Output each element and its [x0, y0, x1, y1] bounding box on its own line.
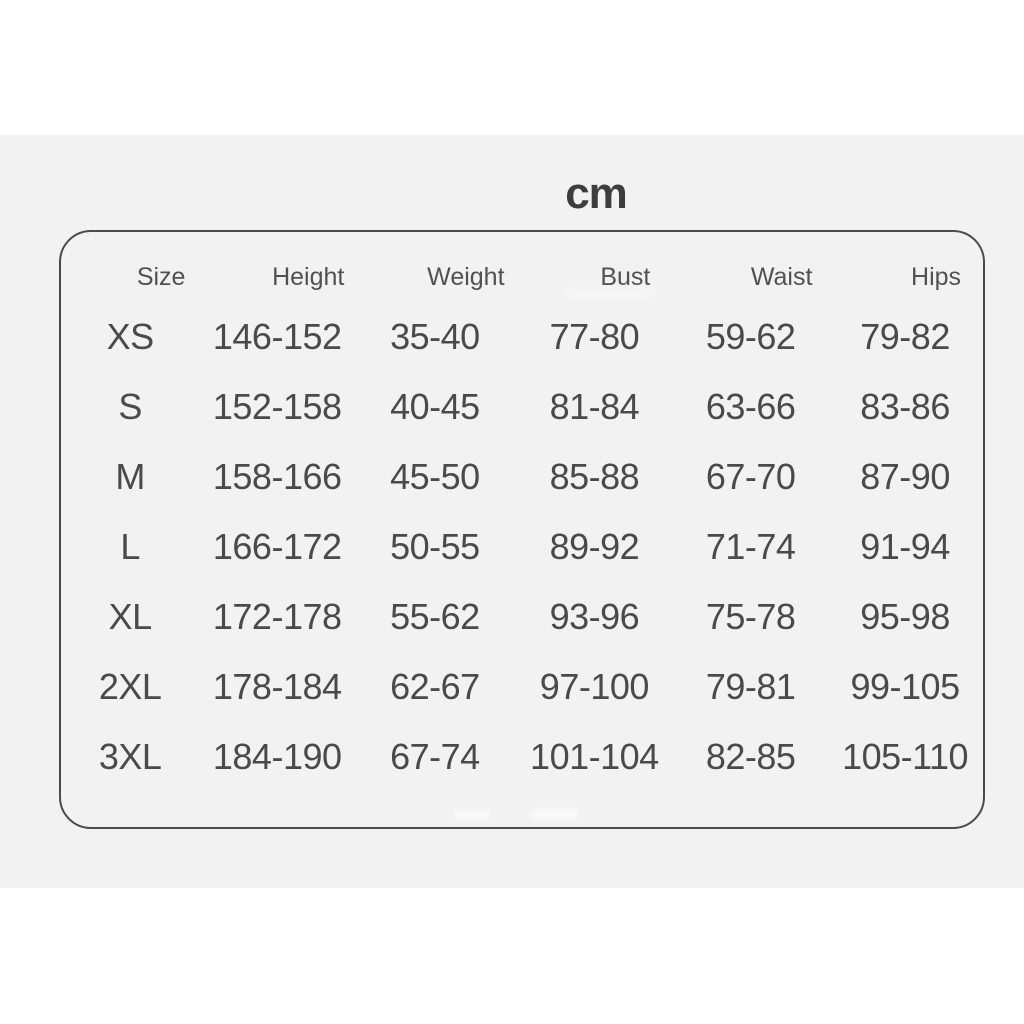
hips-value: 95-98	[860, 596, 950, 637]
table-row-3xl: 3XL 184-190 67-74 101-104 82-85 105-110	[61, 722, 983, 792]
bust-value: 93-96	[549, 596, 640, 637]
table-header-row: Size Height Weight Bust Waist Hips	[61, 252, 983, 302]
height-value: 184-190	[212, 736, 342, 777]
size-label: M	[115, 456, 145, 497]
weight-value: 40-45	[390, 386, 480, 427]
bust-value: 97-100	[539, 666, 650, 707]
height-value: 178-184	[212, 666, 342, 707]
waist-value: 59-62	[705, 316, 796, 357]
column-header-waist: Waist	[750, 262, 813, 291]
table-row-xl: XL 172-178 55-62 93-96 75-78 95-98	[61, 582, 983, 652]
height-value: 152-158	[212, 386, 342, 427]
size-chart-card: Size Height Weight Bust Waist Hips XS 14…	[59, 230, 985, 829]
column-header-size: Size	[136, 262, 186, 291]
waist-value: 67-70	[705, 456, 796, 497]
bust-value: 77-80	[549, 316, 640, 357]
column-header-weight: Weight	[427, 262, 505, 291]
bust-value: 85-88	[549, 456, 640, 497]
weight-value: 62-67	[390, 666, 480, 707]
waist-value: 63-66	[705, 386, 796, 427]
height-value: 158-166	[212, 456, 342, 497]
size-label: 3XL	[98, 736, 162, 777]
height-value: 166-172	[212, 526, 342, 567]
size-label: L	[120, 526, 140, 567]
waist-value: 71-74	[705, 526, 796, 567]
table-row-xs: XS 146-152 35-40 77-80 59-62 79-82	[61, 302, 983, 372]
hips-value: 83-86	[860, 386, 950, 427]
size-label: XL	[108, 596, 153, 637]
size-label: 2XL	[98, 666, 162, 707]
hips-value: 79-82	[860, 316, 950, 357]
hips-value: 87-90	[860, 456, 950, 497]
bust-value: 89-92	[549, 526, 640, 567]
hips-value: 99-105	[850, 666, 961, 707]
weight-value: 45-50	[390, 456, 480, 497]
table-row-2xl: 2XL 178-184 62-67 97-100 79-81 99-105	[61, 652, 983, 722]
hips-value: 105-110	[842, 736, 969, 777]
gray-panel	[0, 135, 1024, 888]
column-header-height: Height	[272, 262, 345, 291]
waist-value: 82-85	[705, 736, 796, 777]
height-value: 172-178	[212, 596, 342, 637]
bust-value: 81-84	[549, 386, 640, 427]
weight-value: 55-62	[390, 596, 480, 637]
weight-value: 50-55	[390, 526, 480, 567]
hips-value: 91-94	[860, 526, 950, 567]
waist-value: 75-78	[705, 596, 796, 637]
weight-value: 35-40	[390, 316, 480, 357]
column-header-bust: Bust	[600, 262, 651, 291]
unit-title: cm	[565, 169, 628, 218]
table-row-m: M 158-166 45-50 85-88 67-70 87-90	[61, 442, 983, 512]
table-row-s: S 152-158 40-45 81-84 63-66 83-86	[61, 372, 983, 442]
size-label: XS	[106, 316, 155, 357]
table-row-l: L 166-172 50-55 89-92 71-74 91-94	[61, 512, 983, 582]
bust-value: 101-104	[530, 736, 659, 777]
column-header-hips: Hips	[911, 262, 962, 291]
height-value: 146-152	[212, 316, 342, 357]
waist-value: 79-81	[705, 666, 796, 707]
size-label: S	[118, 386, 142, 427]
weight-value: 67-74	[390, 736, 480, 777]
